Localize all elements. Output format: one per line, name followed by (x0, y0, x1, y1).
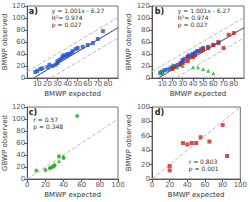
svg-text:60: 60 (141, 38, 150, 46)
svg-text:60: 60 (201, 181, 210, 189)
svg-text:80: 80 (103, 80, 112, 88)
svg-text:40: 40 (188, 80, 197, 88)
svg-text:20: 20 (16, 62, 25, 70)
svg-text:BMWP expected: BMWP expected (44, 90, 101, 98)
svg-text:0: 0 (145, 175, 150, 183)
svg-text:80: 80 (141, 117, 150, 125)
svg-text:40: 40 (59, 181, 68, 189)
svg-text:R²= 0.974: R²= 0.974 (52, 14, 83, 21)
svg-text:r = 0.57: r = 0.57 (33, 116, 58, 123)
svg-text:20: 20 (141, 161, 150, 169)
svg-text:20: 20 (168, 80, 177, 88)
svg-text:80: 80 (95, 181, 104, 189)
svg-text:80: 80 (16, 26, 25, 34)
svg-text:100: 100 (137, 14, 150, 22)
svg-text:30: 30 (53, 80, 62, 88)
svg-text:50: 50 (199, 80, 208, 88)
svg-text:b): b) (155, 7, 164, 16)
svg-text:p = 0.001: p = 0.001 (189, 165, 219, 173)
svg-text:100: 100 (234, 181, 247, 189)
svg-text:30: 30 (178, 80, 187, 88)
svg-text:20: 20 (141, 62, 150, 70)
svg-text:y = 1.001x - 6.27: y = 1.001x - 6.27 (51, 6, 105, 14)
svg-text:100: 100 (111, 181, 124, 189)
svg-text:20: 20 (43, 80, 52, 88)
svg-text:60: 60 (16, 38, 25, 46)
svg-text:a): a) (29, 7, 38, 16)
svg-text:70: 70 (219, 80, 228, 88)
svg-text:p = 0.348: p = 0.348 (33, 123, 63, 131)
svg-text:10: 10 (33, 80, 42, 88)
svg-text:d): d) (155, 108, 164, 117)
svg-text:R²= 0.974: R²= 0.974 (178, 14, 209, 21)
svg-text:r = 0.803: r = 0.803 (189, 158, 218, 165)
svg-text:0: 0 (20, 175, 26, 183)
svg-text:60: 60 (77, 181, 86, 189)
svg-text:40: 40 (16, 151, 25, 159)
svg-text:40: 40 (183, 181, 192, 189)
svg-text:40: 40 (63, 80, 72, 88)
svg-text:50: 50 (73, 80, 82, 88)
svg-text:120: 120 (12, 2, 25, 10)
svg-text:BMWP observed: BMWP observed (125, 115, 133, 172)
svg-text:20: 20 (41, 181, 50, 189)
svg-text:120: 120 (137, 2, 150, 10)
svg-text:70: 70 (93, 80, 102, 88)
svg-text:BMWP expected: BMWP expected (44, 191, 101, 199)
svg-text:60: 60 (141, 132, 150, 140)
svg-text:60: 60 (16, 139, 25, 147)
svg-text:BMWP expected: BMWP expected (168, 191, 225, 199)
svg-text:80: 80 (218, 181, 227, 189)
svg-text:0: 0 (150, 181, 154, 189)
svg-text:20: 20 (165, 181, 174, 189)
svg-text:0: 0 (146, 74, 150, 82)
svg-text:100: 100 (12, 115, 25, 123)
svg-text:100: 100 (12, 14, 25, 22)
svg-text:GBWP observed: GBWP observed (1, 115, 9, 171)
svg-text:80: 80 (229, 80, 238, 88)
svg-text:40: 40 (141, 50, 150, 58)
svg-text:20: 20 (16, 163, 25, 171)
svg-text:y = 1.001x - 6.27: y = 1.001x - 6.27 (177, 6, 231, 14)
svg-text:60: 60 (83, 80, 92, 88)
svg-text:p = 0.027: p = 0.027 (178, 21, 208, 29)
svg-text:BMWP observed: BMWP observed (1, 14, 9, 71)
svg-text:10: 10 (158, 80, 167, 88)
svg-text:80: 80 (141, 26, 150, 34)
svg-text:BMWP expected: BMWP expected (170, 90, 227, 98)
svg-text:0: 0 (25, 181, 29, 189)
svg-text:BMWP observed: BMWP observed (125, 14, 133, 71)
svg-text:40: 40 (141, 146, 150, 154)
svg-text:c): c) (28, 107, 38, 117)
svg-text:40: 40 (16, 50, 25, 58)
svg-text:p = 0.027: p = 0.027 (52, 21, 82, 29)
svg-text:60: 60 (209, 80, 218, 88)
svg-text:100: 100 (137, 103, 150, 111)
svg-text:120: 120 (12, 103, 25, 111)
svg-text:0: 0 (21, 74, 25, 82)
svg-text:80: 80 (16, 127, 25, 135)
